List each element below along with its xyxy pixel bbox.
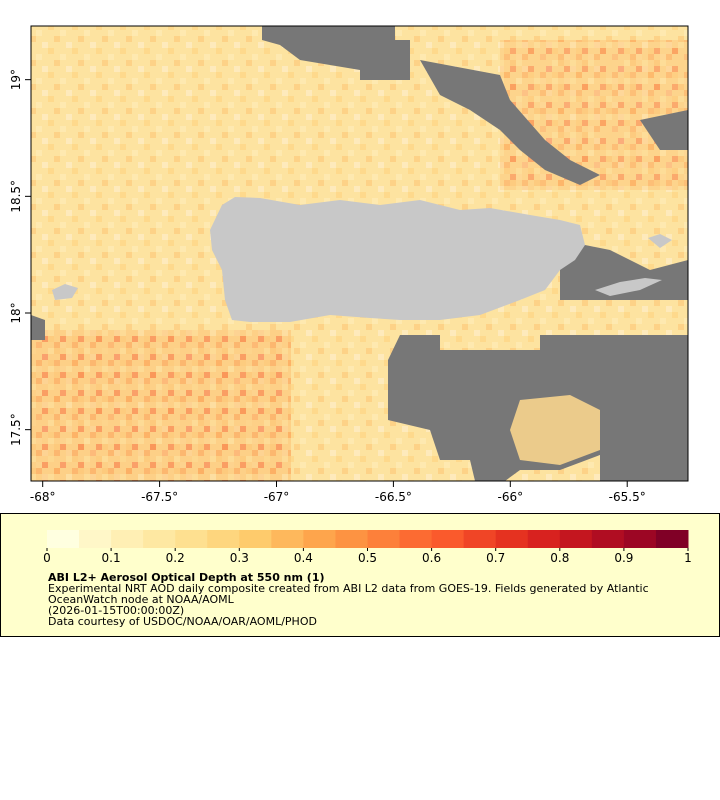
colorbar-tick-label: 0.2 [166, 551, 185, 565]
colorbar-tick-label: 0.9 [614, 551, 633, 565]
colorbar-swatch [591, 530, 625, 548]
legend-line: (2026-01-15T00:00:00Z) [48, 604, 184, 617]
colorbar-swatch [111, 530, 144, 548]
colorbar-swatch [655, 530, 689, 548]
x-tick-label: -67.5° [141, 490, 178, 504]
legend-title: ABI L2+ Aerosol Optical Depth at 550 nm … [48, 571, 325, 584]
y-tick-label: 18.5° [9, 180, 23, 213]
x-tick-label: -65.5° [609, 490, 646, 504]
colorbar-tick-label: 0.8 [550, 551, 569, 565]
colorbar-swatch [239, 530, 272, 548]
colorbar-tick-label: 0.1 [102, 551, 121, 565]
legend-line: OceanWatch node at NOAA/AOML [48, 593, 235, 606]
colorbar-tick-label: 0.4 [294, 551, 313, 565]
x-tick-label: -66° [498, 490, 524, 504]
y-tick-label: 17.5° [9, 413, 23, 446]
colorbar-swatch [335, 530, 368, 548]
legend-line: Data courtesy of USDOC/NOAA/OAR/AOML/PHO… [48, 615, 317, 628]
colorbar: 0 0.1 0.2 0.3 0.4 0.5 0.6 0.7 0.8 0.9 1 [43, 530, 692, 565]
colorbar-tick-label: 0 [43, 551, 51, 565]
colorbar-swatch [559, 530, 593, 548]
colorbar-swatch [47, 530, 80, 548]
map-frame [30, 25, 689, 482]
x-tick-label: -66.5° [375, 490, 412, 504]
colorbar-swatch [463, 530, 497, 548]
map-raster [31, 26, 688, 481]
colorbar-tick-label: 0.3 [230, 551, 249, 565]
colorbar-swatch [271, 530, 304, 548]
y-tick-label: 19° [9, 69, 23, 90]
colorbar-tick-label: 0.5 [358, 551, 377, 565]
colorbar-tick-label: 0.6 [422, 551, 441, 565]
colorbar-swatch [527, 530, 561, 548]
legend-line: Experimental NRT AOD daily composite cre… [48, 582, 649, 595]
colorbar-swatch [79, 530, 112, 548]
axes: -68° -67.5° -67° -66.5° -66° -65.5° 19° 18.5° 18… [9, 69, 646, 504]
colorbar-swatch [175, 530, 208, 548]
colorbar-swatch [207, 530, 240, 548]
colorbar-swatch [143, 530, 176, 548]
x-tick-label: -68° [30, 490, 56, 504]
colorbar-swatch [367, 530, 401, 548]
colorbar-swatch [623, 530, 657, 548]
y-tick-label: 18° [9, 302, 23, 323]
colorbar-swatch [399, 530, 433, 548]
colorbar-swatch [303, 530, 336, 548]
colorbar-tick-label: 0.7 [486, 551, 505, 565]
colorbar-tick-label: 1 [684, 551, 692, 565]
colorbar-swatch [431, 530, 465, 548]
colorbar-swatch [495, 530, 529, 548]
x-tick-label: -67° [264, 490, 290, 504]
